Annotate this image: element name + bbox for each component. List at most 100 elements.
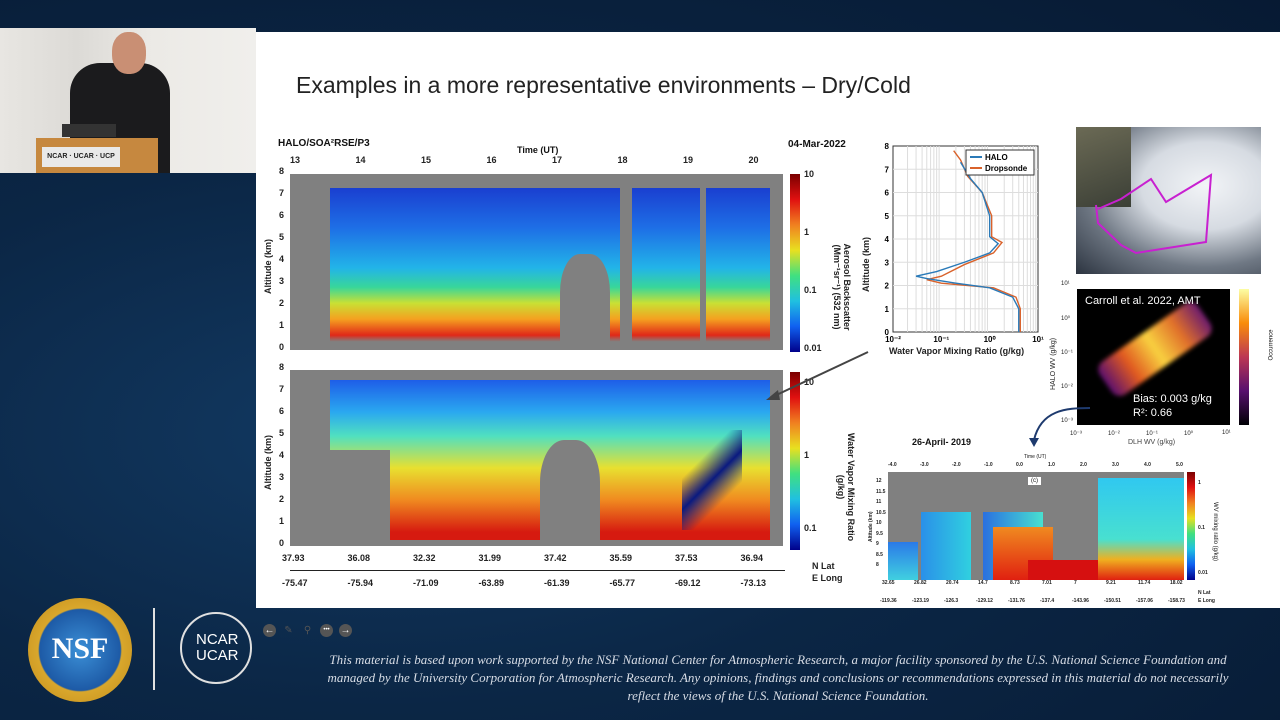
slide: Examples in a more representative enviro… xyxy=(256,32,1280,637)
profile-y-tick: 2 xyxy=(885,282,890,291)
zoom-icon[interactable]: ⚲ xyxy=(303,625,312,636)
laptop xyxy=(62,124,116,137)
alt-tick: 0 xyxy=(279,342,285,352)
april-lon-tick: -131.76 xyxy=(1008,598,1025,604)
april-alt-tick: 11 xyxy=(876,499,882,505)
r2-value: R²: 0.66 xyxy=(1133,407,1173,419)
podium-sign: NCAR · UCAR · UCP xyxy=(42,147,120,167)
next-icon[interactable]: → xyxy=(339,624,352,637)
lon-axis-label: E Long xyxy=(812,573,843,583)
callout-arrow-2 xyxy=(1029,407,1091,447)
april-time-tick: -4.0 xyxy=(888,462,897,468)
april-time-tick: 3.0 xyxy=(1112,462,1119,468)
april-ylabel: Altitude (km) xyxy=(868,511,874,542)
scatter-x-tick: 10⁻² xyxy=(1108,431,1120,437)
alt-tick: 5 xyxy=(279,232,285,242)
speaker-video: NCAR · UCAR · UCP xyxy=(0,28,256,173)
legend-label: HALO xyxy=(985,153,1008,162)
more-icon[interactable]: ••• xyxy=(320,624,333,637)
logo-divider xyxy=(153,608,155,690)
time-tick: 14 xyxy=(355,155,366,165)
april-curtain: (c) xyxy=(888,472,1184,580)
april-cbar-tick: 0.01 xyxy=(1198,570,1208,576)
april-alt-tick: 9 xyxy=(876,541,879,547)
previous-icon[interactable]: ← xyxy=(263,624,276,637)
flight-date: 04-Mar-2022 xyxy=(788,139,846,150)
april-lon-tick: -129.12 xyxy=(976,598,993,604)
halo-line xyxy=(915,161,1020,332)
profile-y-tick: 4 xyxy=(885,235,890,244)
lon-tick: -71.09 xyxy=(413,578,439,588)
flight-track xyxy=(1095,173,1213,255)
alt-tick: 7 xyxy=(279,384,285,394)
lon-tick: -61.39 xyxy=(544,578,570,588)
lat-tick: 31.99 xyxy=(478,553,502,563)
profile-xlabel: Water Vapor Mixing Ratio (g/kg) xyxy=(889,346,1025,356)
april-time-tick: -3.0 xyxy=(920,462,929,468)
alt-tick: 2 xyxy=(279,298,285,308)
april-lat-tick: 26.82 xyxy=(914,580,927,586)
profile-y-tick: 7 xyxy=(885,165,890,174)
legend-label: Dropsonde xyxy=(985,164,1028,173)
april-alt-tick: 8.5 xyxy=(876,551,883,558)
profile-x-tick: 10⁰ xyxy=(984,335,997,344)
lat-tick: 35.59 xyxy=(609,553,633,563)
water-vapor-profile-chart: 0 1 2 3 4 5 6 7 8 10⁻² 10⁻¹ 10⁰ 10¹ HALO Dropsonde xyxy=(885,142,1045,344)
scatter-y-tick: 10⁻² xyxy=(1061,384,1073,390)
alt-tick: 6 xyxy=(279,406,285,416)
scatter-ylabel: HALO WV (g/kg) xyxy=(1050,337,1057,390)
pen-icon[interactable]: ✎ xyxy=(284,625,293,636)
time-tick: 17 xyxy=(552,155,563,165)
april-lon-tick: -137.4 xyxy=(1040,598,1055,604)
scatter-colorbar-label: Occurrence xyxy=(1268,329,1275,361)
april-time-tick: 5.0 xyxy=(1176,462,1183,468)
april-time-label: Time (UT) xyxy=(1024,454,1047,460)
slide-title: Examples in a more representative enviro… xyxy=(296,72,911,98)
platform-label: HALO/SOA²RSE/P3 xyxy=(278,138,370,149)
wv-tick: 1 xyxy=(804,450,810,460)
callout-arrow xyxy=(766,351,869,400)
bias-value: Bias: 0.003 g/kg xyxy=(1133,393,1212,405)
lon-tick: -69.12 xyxy=(675,578,701,588)
april-lat-tick: 14.7 xyxy=(978,580,988,586)
lat-tick: 32.32 xyxy=(413,553,436,563)
april-colorbar-label: WV mixing ratio (g/kg) xyxy=(1212,502,1218,562)
alt-tick: 2 xyxy=(279,494,285,504)
april-cbar-tick: 0.1 xyxy=(1198,525,1205,531)
lon-tick: -73.13 xyxy=(740,578,767,588)
profile-ylabel: Altitude (km) xyxy=(861,237,871,292)
speaker-head xyxy=(112,32,146,74)
time-axis-label: Time (UT) xyxy=(517,145,559,155)
april-lat-tick: 11.74 xyxy=(1138,580,1151,586)
nsf-logo: NSF xyxy=(28,598,132,702)
alt-tick: 1 xyxy=(279,516,285,526)
profile-x-tick: 10⁻¹ xyxy=(933,335,949,344)
lat-axis-line xyxy=(290,570,785,571)
lon-tick: -65.77 xyxy=(609,578,636,588)
april-alt-tick: 12 xyxy=(876,478,882,484)
altitude-label-2: Altitude (km) xyxy=(263,435,273,490)
lat-tick: 37.42 xyxy=(544,553,567,563)
april-alt-tick: 9.5 xyxy=(876,530,883,537)
water-vapor-colorbar-label: Water Vapor Mixing Ratio (g/kg) xyxy=(836,432,856,542)
april-lon-tick: -150.51 xyxy=(1104,598,1121,604)
time-tick: 16 xyxy=(486,155,497,165)
time-tick: 20 xyxy=(748,155,759,165)
april-lon-tick: -123.19 xyxy=(912,598,929,604)
profile-y-tick: 8 xyxy=(885,142,890,151)
lat-axis-label: N Lat xyxy=(812,561,835,571)
water-vapor-curtain xyxy=(290,370,783,546)
scatter-y-tick: 10⁰ xyxy=(1061,316,1071,322)
april-lon-tick: -143.96 xyxy=(1072,598,1089,604)
april-alt-tick: 8 xyxy=(876,562,879,568)
profile-legend xyxy=(965,149,1035,176)
profile-x-tick: 10⁻² xyxy=(885,335,901,344)
alt-tick: 8 xyxy=(279,166,285,176)
aerosol-colorbar-label: Aerosol Backscatter (Mm⁻¹sr⁻¹) (532 nm) xyxy=(832,243,852,331)
alt-tick: 3 xyxy=(279,472,285,482)
april-lon-tick: -126.3 xyxy=(944,598,959,604)
time-tick: 19 xyxy=(683,155,694,165)
altitude-label-1: Altitude (km) xyxy=(263,239,273,294)
april-time-tick: 1.0 xyxy=(1048,462,1055,468)
april-time-tick: 0.0 xyxy=(1016,462,1023,468)
